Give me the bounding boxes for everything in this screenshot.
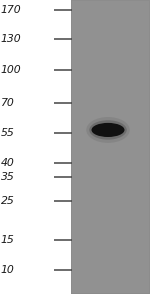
Text: 15: 15 [1, 235, 15, 245]
Text: 55: 55 [1, 128, 15, 138]
Ellipse shape [86, 117, 130, 143]
Bar [71, 0, 150, 294]
Text: 40: 40 [1, 158, 15, 168]
Text: 100: 100 [1, 65, 21, 75]
Ellipse shape [92, 123, 124, 137]
Text: 70: 70 [1, 98, 15, 108]
Bar [72, 1, 148, 293]
Text: 170: 170 [1, 5, 21, 15]
Text: 10: 10 [1, 265, 15, 275]
Text: 130: 130 [1, 34, 21, 44]
Ellipse shape [89, 120, 127, 140]
Text: 35: 35 [1, 172, 15, 182]
Text: 25: 25 [1, 196, 15, 206]
